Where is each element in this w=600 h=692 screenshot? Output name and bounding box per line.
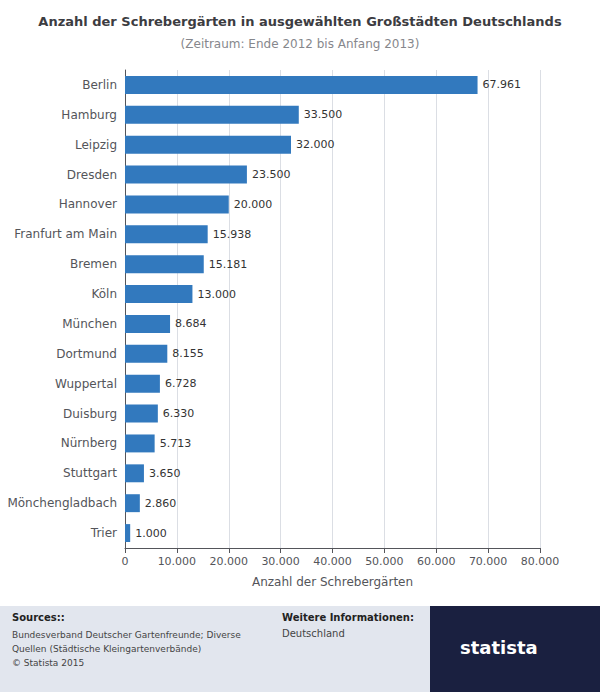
svg-text:23.500: 23.500 bbox=[252, 168, 291, 181]
svg-text:Hannover: Hannover bbox=[59, 197, 117, 211]
svg-text:Duisburg: Duisburg bbox=[63, 407, 117, 421]
svg-text:Bundesverband Deutscher Garten: Bundesverband Deutscher Gartenfreunde; D… bbox=[12, 630, 241, 640]
svg-text:40.000: 40.000 bbox=[313, 555, 352, 568]
svg-text:Dresden: Dresden bbox=[67, 168, 117, 182]
svg-text:3.650: 3.650 bbox=[149, 467, 181, 480]
svg-text:Bremen: Bremen bbox=[70, 257, 117, 271]
svg-text:20.000: 20.000 bbox=[210, 555, 249, 568]
svg-text:15.181: 15.181 bbox=[209, 258, 248, 271]
svg-text:30.000: 30.000 bbox=[261, 555, 300, 568]
svg-text:10.000: 10.000 bbox=[158, 555, 197, 568]
svg-text:2.860: 2.860 bbox=[145, 497, 177, 510]
svg-text:15.938: 15.938 bbox=[213, 228, 252, 241]
svg-text:6.330: 6.330 bbox=[163, 407, 195, 420]
svg-text:Deutschland: Deutschland bbox=[282, 628, 345, 639]
svg-text:Anzahl der Schrebergärten: Anzahl der Schrebergärten bbox=[252, 575, 413, 589]
svg-text:Hamburg: Hamburg bbox=[61, 108, 117, 122]
svg-text:Wuppertal: Wuppertal bbox=[55, 377, 117, 391]
svg-text:80.000: 80.000 bbox=[521, 555, 560, 568]
svg-text:Stuttgart: Stuttgart bbox=[63, 466, 117, 480]
svg-text:Mönchengladbach: Mönchengladbach bbox=[7, 496, 117, 510]
svg-text:8.684: 8.684 bbox=[175, 317, 207, 330]
svg-text:Sources::: Sources:: bbox=[12, 612, 65, 623]
svg-text:Leipzig: Leipzig bbox=[75, 138, 117, 152]
svg-text:Franfurt am Main: Franfurt am Main bbox=[14, 227, 117, 241]
svg-text:Anzahl der Schrebergärten in a: Anzahl der Schrebergärten in ausgewählte… bbox=[38, 14, 562, 29]
svg-text:5.713: 5.713 bbox=[160, 437, 192, 450]
svg-text:(Zeitraum: Ende 2012 bis Anfan: (Zeitraum: Ende 2012 bis Anfang 2013) bbox=[181, 37, 420, 51]
svg-text:8.155: 8.155 bbox=[172, 347, 204, 360]
svg-text:Weitere Informationen:: Weitere Informationen: bbox=[282, 612, 414, 623]
svg-text:Nürnberg: Nürnberg bbox=[61, 436, 117, 450]
svg-text:6.728: 6.728 bbox=[165, 377, 197, 390]
svg-text:60.000: 60.000 bbox=[417, 555, 456, 568]
svg-text:1.000: 1.000 bbox=[135, 527, 167, 540]
svg-text:München: München bbox=[62, 317, 117, 331]
svg-text:Berlin: Berlin bbox=[82, 78, 117, 92]
svg-text:20.000: 20.000 bbox=[234, 198, 273, 211]
svg-text:Dortmund: Dortmund bbox=[56, 347, 117, 361]
svg-text:32.000: 32.000 bbox=[296, 138, 335, 151]
svg-text:70.000: 70.000 bbox=[469, 555, 508, 568]
svg-text:67.961: 67.961 bbox=[483, 78, 522, 91]
svg-text:Trier: Trier bbox=[90, 526, 117, 540]
svg-text:© Statista 2015: © Statista 2015 bbox=[12, 658, 84, 668]
svg-text:Quellen (Städtische Kleingarte: Quellen (Städtische Kleingartenverbände) bbox=[12, 644, 201, 654]
svg-text:statista: statista bbox=[460, 637, 538, 658]
svg-text:33.500: 33.500 bbox=[304, 108, 343, 121]
svg-text:0: 0 bbox=[122, 555, 129, 568]
svg-text:13.000: 13.000 bbox=[197, 288, 236, 301]
svg-text:Köln: Köln bbox=[91, 287, 117, 301]
svg-text:50.000: 50.000 bbox=[365, 555, 404, 568]
